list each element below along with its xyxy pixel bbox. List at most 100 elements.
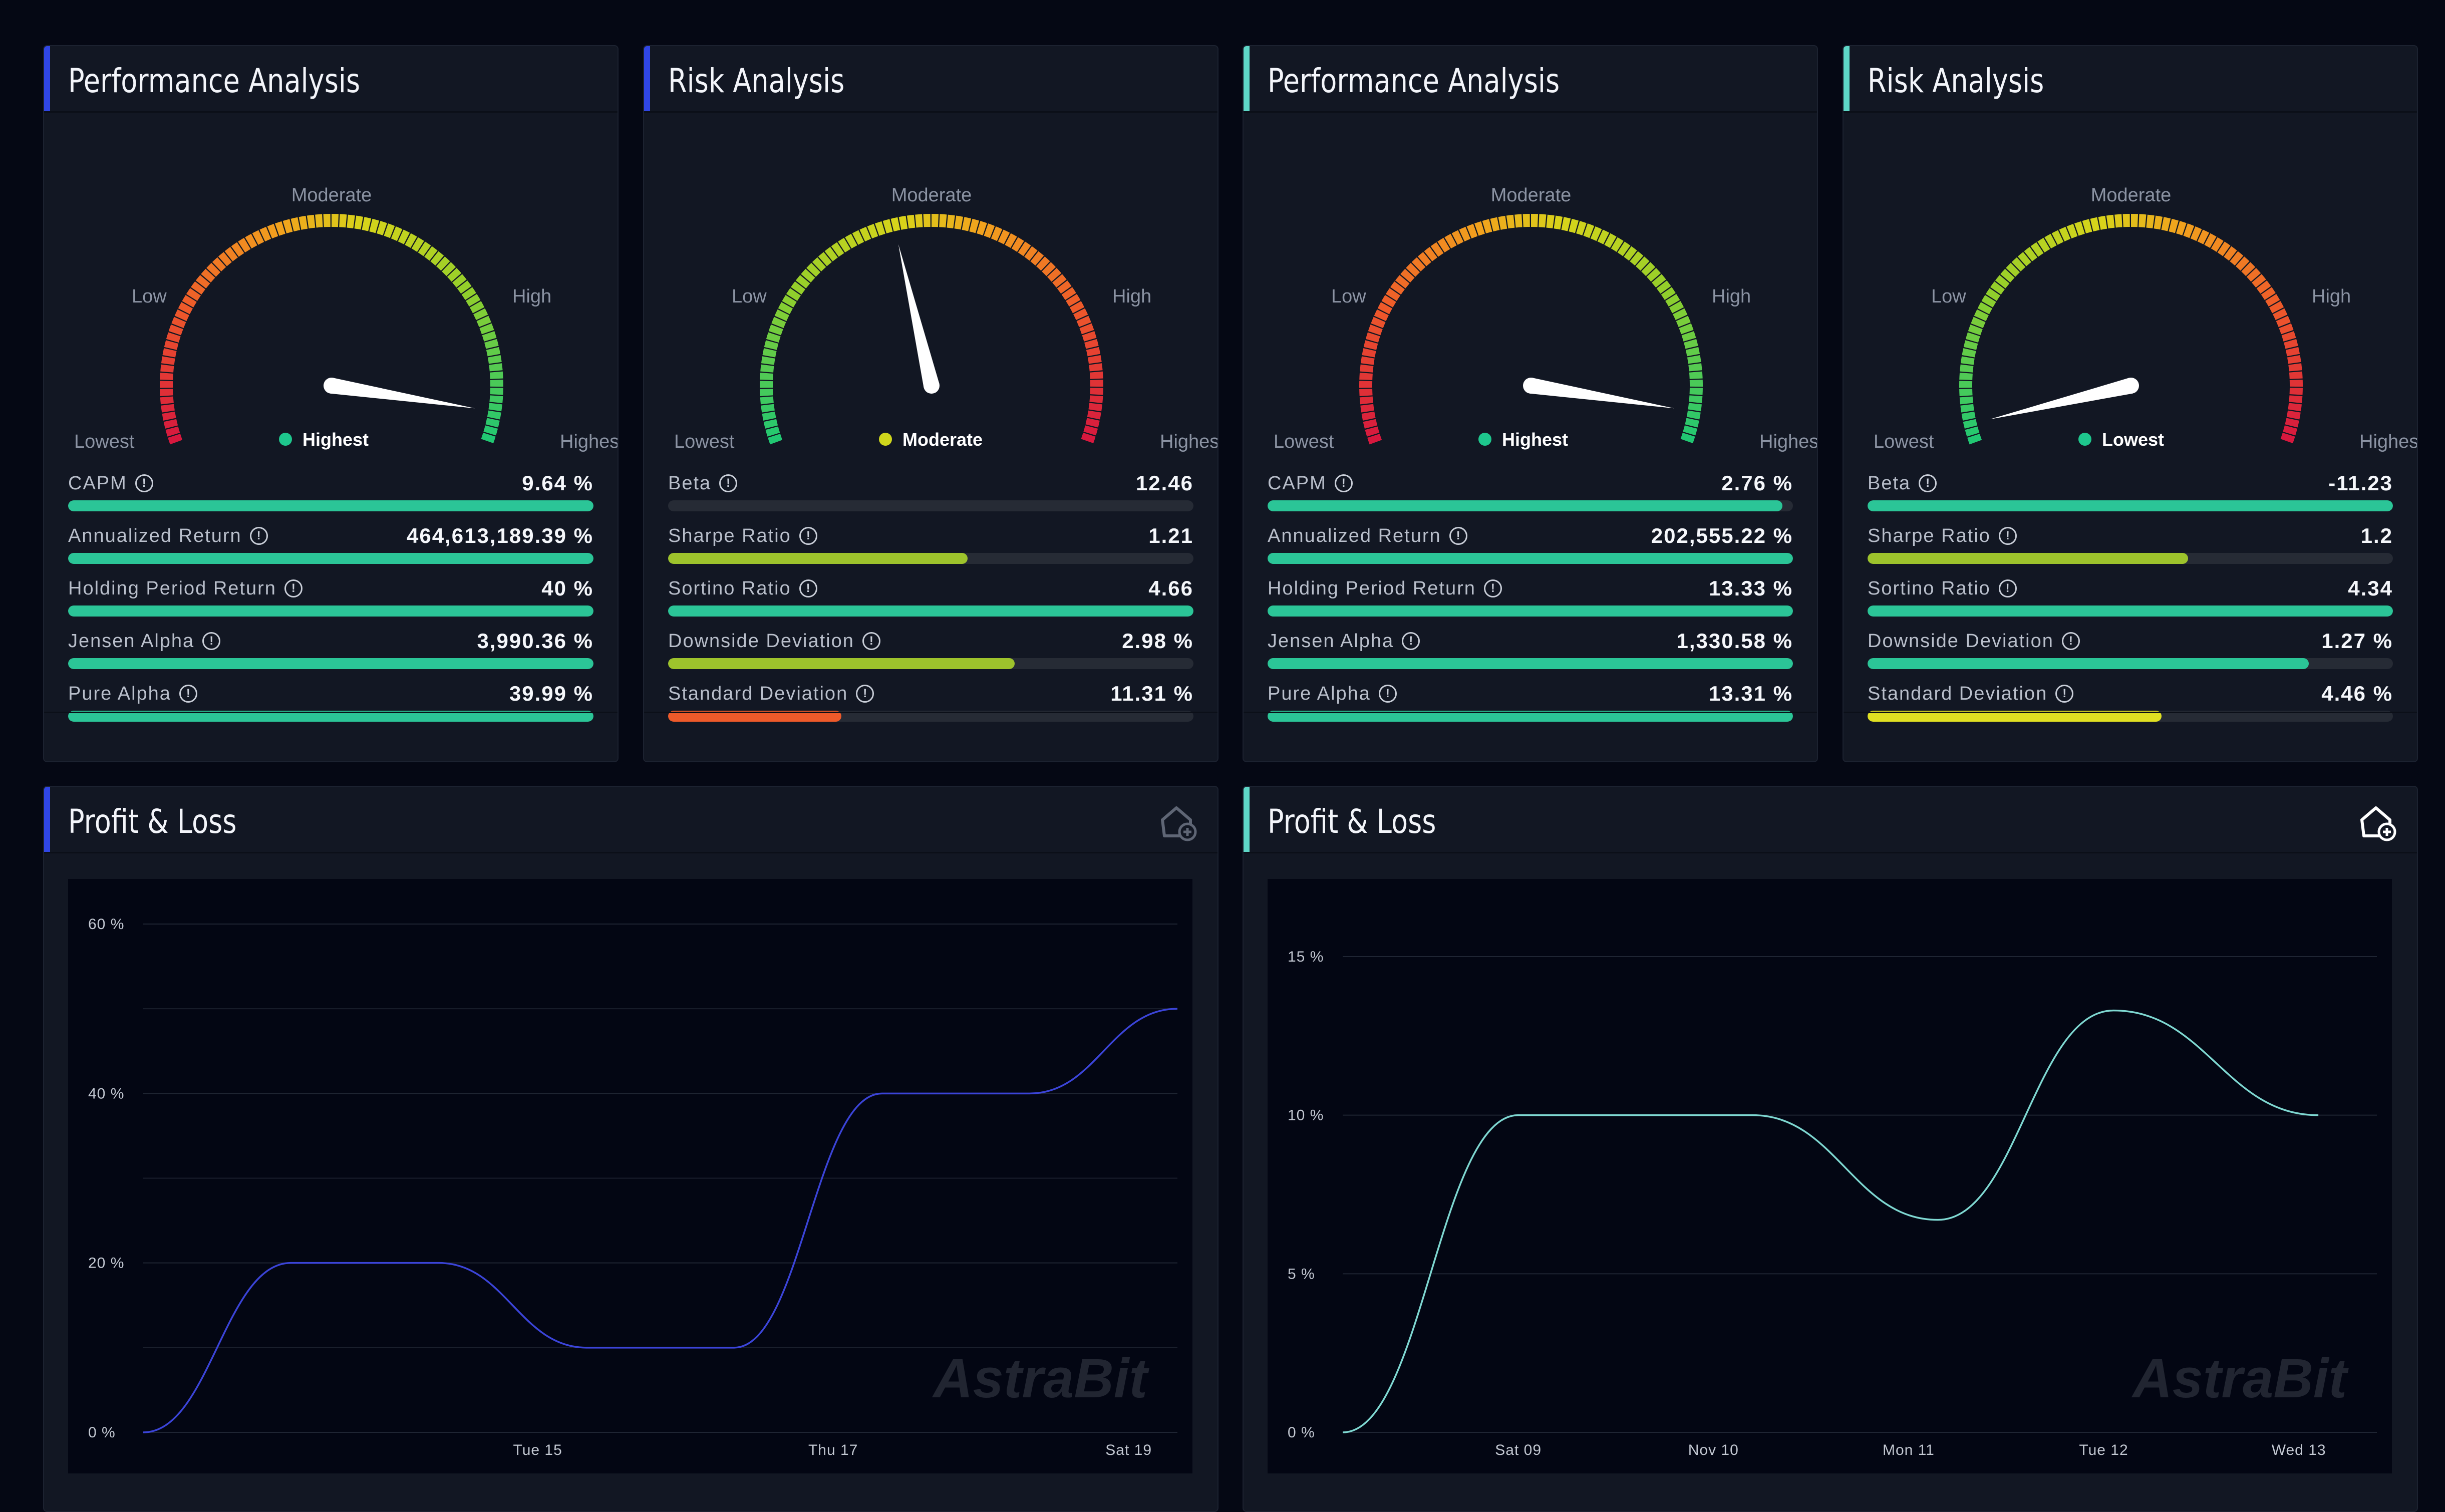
info-icon[interactable]: ! xyxy=(2062,632,2080,650)
x-tick-label: Mon 11 xyxy=(1883,1442,1935,1458)
metric-label-group: Pure Alpha! xyxy=(68,680,197,708)
gauge-arc-segment xyxy=(1966,365,1967,372)
gauge-arc-segment xyxy=(494,356,495,363)
gauge-arc-segment xyxy=(774,436,776,442)
card-header: Performance Analysis xyxy=(44,46,618,113)
metric-bar-track xyxy=(1868,606,2393,617)
gauge-arc-segment xyxy=(1368,413,1369,419)
gauge-arc-segment xyxy=(1022,247,1027,251)
gauge-arc-segment xyxy=(2016,262,2021,266)
info-icon[interactable]: ! xyxy=(1999,579,2017,597)
gauge-arc-segment xyxy=(2069,230,2075,232)
legend-label: Highest xyxy=(1502,429,1568,450)
gauge-arc-segment xyxy=(772,428,774,435)
gauge-arc-segment xyxy=(166,389,167,396)
gauge-arc-segment xyxy=(277,227,283,229)
y-tick-label: 20 % xyxy=(88,1255,124,1272)
info-icon[interactable]: ! xyxy=(284,579,302,597)
info-icon[interactable]: ! xyxy=(1919,474,1937,492)
gauge-arc-segment xyxy=(1693,412,1694,418)
gauge-arc-segment xyxy=(2257,278,2261,283)
metric-value: 12.46 xyxy=(1136,469,1193,497)
gauge-arc-segment xyxy=(2048,239,2054,243)
metric-label: Beta xyxy=(1868,473,1911,494)
gauge-arc-segment xyxy=(211,267,216,272)
metric-label-group: Annualized Return! xyxy=(1268,522,1467,550)
metric-value: 40 % xyxy=(541,574,593,602)
gauge-arc-segment xyxy=(457,278,462,283)
metric-row: Holding Period Return!13.33 % xyxy=(1268,574,1793,627)
card-header: Profit & Loss xyxy=(44,787,1217,853)
gauge-arc-segment xyxy=(1679,311,1682,317)
gauge-arc-segment xyxy=(206,273,210,278)
info-icon[interactable]: ! xyxy=(250,527,268,545)
gauge-arc-segment xyxy=(2251,272,2256,277)
info-icon[interactable]: ! xyxy=(1449,527,1467,545)
gauge-label-high: High xyxy=(1112,286,1151,307)
gauge-arc-segment xyxy=(908,221,914,222)
gauge-label-moderate: Moderate xyxy=(1491,185,1572,206)
gauge-arc-segment xyxy=(2295,396,2296,402)
gauge-arc-segment xyxy=(2288,333,2290,340)
metrics-list: CAPM!2.76 %Annualized Return!202,555.22 … xyxy=(1268,469,1793,732)
gauge-label-moderate: Moderate xyxy=(891,185,972,206)
card-footer xyxy=(1244,712,1817,761)
gauge-needle xyxy=(898,244,940,388)
info-icon[interactable]: ! xyxy=(202,632,220,650)
info-icon[interactable]: ! xyxy=(1999,527,2017,545)
gauge-arc-segment xyxy=(2228,251,2233,255)
gauge-arc-segment xyxy=(855,236,861,239)
info-icon[interactable]: ! xyxy=(1379,685,1397,703)
card-footer xyxy=(44,712,618,761)
gauge-arc-segment xyxy=(877,227,883,229)
info-icon[interactable]: ! xyxy=(1335,474,1353,492)
metric-bar-track xyxy=(1868,500,2393,511)
info-icon[interactable]: ! xyxy=(719,474,737,492)
gauge-arc-segment xyxy=(493,349,494,355)
gauge-arc-segment xyxy=(841,243,847,247)
home-add-icon[interactable] xyxy=(2357,802,2397,842)
info-icon[interactable]: ! xyxy=(2055,685,2073,703)
info-icon[interactable]: ! xyxy=(862,632,880,650)
gauge-arc-segment xyxy=(1507,221,1514,222)
info-icon[interactable]: ! xyxy=(1402,632,1420,650)
gauge-arc-segment xyxy=(1087,435,1089,441)
metric-label: Annualized Return xyxy=(1268,525,1441,547)
gauge-arc-segment xyxy=(811,267,816,272)
metric-row: Annualized Return!202,555.22 % xyxy=(1268,522,1793,574)
gauge-arc-segment xyxy=(2246,267,2251,272)
metric-bar-fill xyxy=(1268,500,1782,511)
gauge-legend: Moderate xyxy=(879,429,983,450)
gauge-arc-segment xyxy=(2234,256,2239,261)
info-icon[interactable]: ! xyxy=(179,685,197,703)
x-tick-label: Thu 17 xyxy=(808,1442,858,1458)
gauge-arc-segment xyxy=(1088,333,1090,340)
info-icon[interactable]: ! xyxy=(1484,579,1502,597)
info-icon[interactable]: ! xyxy=(799,527,817,545)
gauge-arc-segment xyxy=(1600,235,1606,238)
y-tick-label: 15 % xyxy=(1288,949,1324,965)
watermark: AstraBit xyxy=(2131,1348,2349,1409)
gauge-arc-segment xyxy=(1434,248,1440,252)
metric-label-group: Sortino Ratio! xyxy=(1868,574,2017,602)
gauge-arc-segment xyxy=(248,239,254,243)
metric-value: 11.31 % xyxy=(1110,680,1193,708)
gauge-arc-segment xyxy=(848,239,854,243)
gauge-arc-segment xyxy=(486,326,488,332)
gauge-arc-segment xyxy=(1539,220,1546,221)
gauge-arc-segment xyxy=(2011,267,2015,272)
gauge-arc-segment xyxy=(770,420,771,427)
gauge-arc-segment xyxy=(2193,232,2199,235)
gauge-arc-segment xyxy=(1383,306,1386,312)
metric-bar-fill xyxy=(68,658,593,669)
gauge-arc-segment xyxy=(1662,284,1666,290)
info-icon[interactable]: ! xyxy=(799,579,817,597)
home-add-icon[interactable] xyxy=(1157,802,1197,842)
info-icon[interactable]: ! xyxy=(135,474,153,492)
metric-label: Jensen Alpha xyxy=(1268,631,1394,652)
accent-bar xyxy=(1244,46,1250,111)
info-icon[interactable]: ! xyxy=(856,685,874,703)
